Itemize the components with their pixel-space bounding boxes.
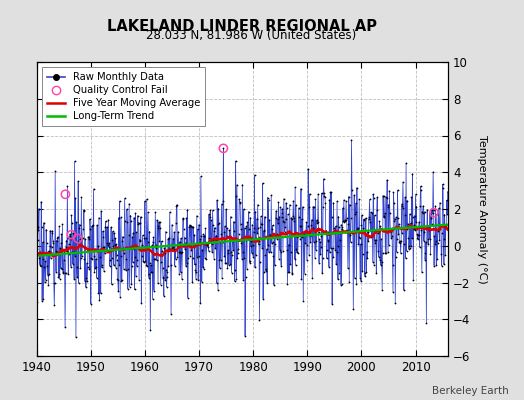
Point [219, 145, 227, 152]
Point [61, 191, 70, 198]
Title: LAKELAND LINDER REGIONAL AP: LAKELAND LINDER REGIONAL AP [107, 20, 377, 34]
Text: Berkeley Earth: Berkeley Earth [432, 386, 508, 396]
Point [430, 210, 438, 216]
Legend: Raw Monthly Data, Quality Control Fail, Five Year Moving Average, Long-Term Tren: Raw Monthly Data, Quality Control Fail, … [42, 67, 205, 126]
Point [67, 232, 75, 238]
Y-axis label: Temperature Anomaly (°C): Temperature Anomaly (°C) [477, 135, 487, 283]
Text: 28.033 N, 81.986 W (United States): 28.033 N, 81.986 W (United States) [146, 29, 357, 42]
Point [74, 235, 82, 242]
